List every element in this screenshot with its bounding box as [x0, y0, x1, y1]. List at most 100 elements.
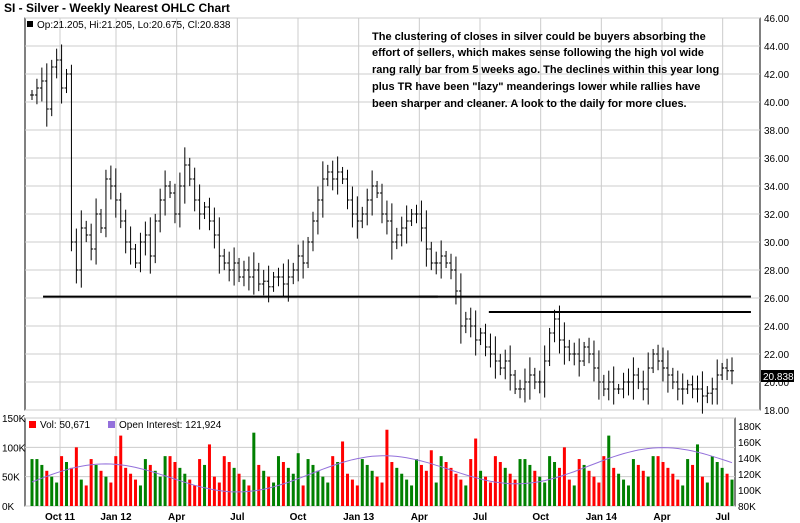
ohlc-bar [468, 307, 473, 338]
volume-bar [557, 467, 561, 506]
volume-bar [311, 464, 315, 506]
ohlc-bar [207, 197, 212, 231]
volume-bar [498, 462, 502, 506]
volume-bar [168, 456, 172, 506]
ohlc-bar [310, 211, 315, 252]
ohlc-bar [463, 311, 468, 334]
ohlc-bar [44, 63, 49, 127]
volume-bar [375, 476, 379, 506]
ohlc-bar [414, 204, 419, 224]
ohlc-bar [59, 44, 64, 104]
ohlc-bar [508, 345, 513, 391]
open-interest-legend: Open Interest: 121,924 [119, 420, 222, 431]
x-tick-label: Apr [168, 512, 185, 523]
ohlc-bar [360, 206, 365, 229]
volume-bar [84, 485, 88, 506]
volume-grid [25, 417, 735, 507]
ohlc-bar [542, 345, 547, 398]
ohlc-bar [498, 353, 503, 376]
volume-bar [188, 479, 192, 506]
volume-bar [74, 447, 78, 506]
ohlc-bar [601, 374, 606, 397]
ohlc-bar [675, 370, 680, 401]
ohlc-bar [320, 161, 325, 218]
ohlc-bar [217, 217, 222, 274]
volume-bar [592, 476, 596, 506]
ohlc-bar [532, 367, 537, 390]
ohlc-bar [522, 368, 527, 403]
ohlc-bar [483, 323, 488, 357]
ohlc-bar [84, 220, 89, 243]
last-value-box [761, 370, 794, 382]
volume-bar [390, 462, 394, 506]
ohlc-bar [39, 67, 44, 102]
open-interest-tick-label: 80K [738, 502, 756, 513]
ohlc-bar [715, 359, 720, 405]
ohlc-bar [591, 340, 596, 382]
open-interest-legend-swatch [108, 421, 115, 428]
ohlc-bar [197, 184, 202, 230]
price-tick-label: 28.00 [764, 266, 789, 277]
price-tick-label: 26.00 [764, 294, 789, 305]
volume-bar [617, 473, 621, 506]
volume-bar [272, 482, 276, 506]
ohlc-bar [256, 262, 261, 292]
open-interest-tick-label: 120K [738, 470, 762, 481]
ohlc-bar [384, 200, 389, 235]
ohlc-bar [527, 357, 532, 400]
volume-bar [567, 479, 571, 506]
ohlc-bar [246, 256, 251, 291]
volume-bar [548, 456, 552, 506]
volume-bar [459, 479, 463, 506]
x-tick-label: Oct [290, 512, 307, 523]
price-tick-label: 40.00 [764, 98, 789, 109]
volume-bar [602, 456, 606, 506]
ohlc-bar [187, 157, 192, 187]
ohlc-bar [365, 188, 370, 226]
ohlc-bar [670, 367, 675, 390]
volume-bar [493, 456, 497, 506]
ohlc-bar [172, 183, 177, 224]
ohlc-bar [458, 273, 463, 344]
annotation-line: rang rally bar from 5 weeks ago. The dec… [372, 64, 719, 76]
support-resistance-lines [43, 295, 751, 313]
ohlc-bar [74, 228, 79, 284]
volume-bar [79, 479, 83, 506]
volume-bar [479, 470, 483, 506]
volume-bar [60, 456, 64, 506]
volume-bar [380, 482, 384, 506]
ohlc-bar [626, 368, 631, 396]
volume-tick-label: 100K [2, 443, 26, 454]
volume-bar [730, 479, 734, 506]
ohlc-bar [222, 248, 227, 271]
volume-bar [247, 485, 251, 506]
volume-bar [138, 485, 142, 506]
volume-bar [178, 467, 182, 506]
last-value-label: 20.838 [763, 372, 794, 383]
ohlc-bar [399, 216, 404, 247]
ohlc-bar [572, 342, 577, 366]
volume-bar [424, 470, 428, 506]
ohlc-bar [710, 377, 715, 405]
annotation-line: been sharper and cleaner. A look to the … [372, 98, 687, 110]
volume-bar [454, 473, 458, 506]
price-tick-label: 20.00 [764, 378, 789, 389]
ohlc-bar [488, 333, 493, 368]
ohlc-bar [251, 252, 256, 295]
volume-bar [636, 464, 640, 506]
open-interest-tick-label: 100K [738, 486, 762, 497]
volume-legend-swatch [29, 421, 36, 428]
volume-bar [163, 456, 167, 506]
volume-bar [720, 467, 724, 506]
ohlc-bar [503, 349, 508, 380]
ohlc-bar [537, 370, 542, 394]
volume-bar [464, 485, 468, 506]
volume-bar [597, 482, 601, 506]
ohlc-bar [123, 209, 128, 254]
volume-bar [306, 459, 310, 506]
ohlc-bar [636, 367, 641, 390]
volume-bar [109, 482, 113, 506]
ohlc-bar [567, 339, 572, 362]
volume-bar [400, 473, 404, 506]
ohlc-bar [577, 338, 582, 377]
